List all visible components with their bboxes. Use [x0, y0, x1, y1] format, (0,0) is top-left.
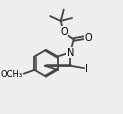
Text: I: I: [85, 64, 88, 74]
Text: N: N: [67, 48, 74, 58]
Text: O: O: [60, 27, 68, 37]
Text: OCH₃: OCH₃: [0, 70, 23, 79]
Text: O: O: [85, 33, 92, 43]
